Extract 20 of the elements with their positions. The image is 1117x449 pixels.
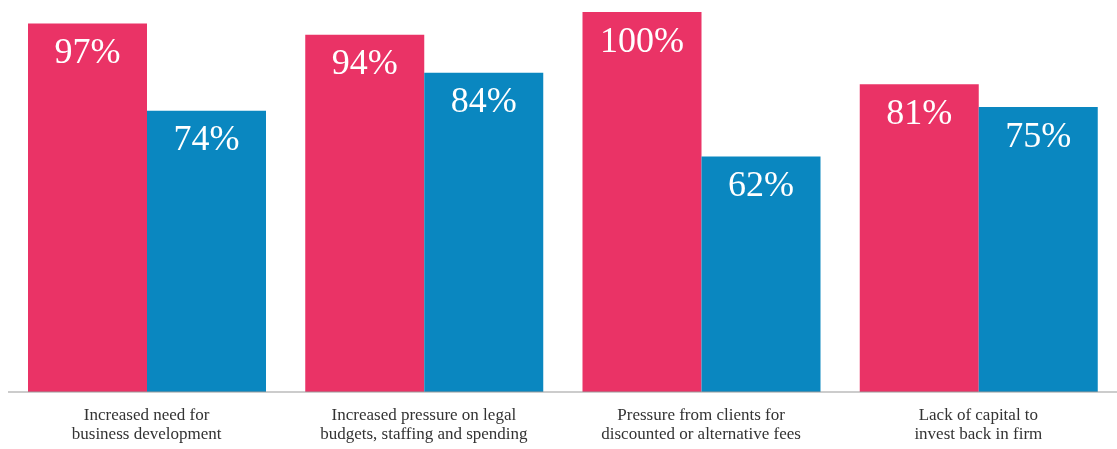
bar — [305, 34, 425, 392]
data-label: 97% — [54, 30, 121, 71]
data-label: 81% — [886, 91, 953, 132]
data-label: 94% — [331, 42, 398, 83]
x-tick-label: Increased need for business development — [71, 405, 222, 443]
data-label: 62% — [728, 163, 794, 204]
bar — [978, 107, 1098, 392]
bar — [424, 72, 544, 392]
data-label: 74% — [173, 118, 240, 159]
x-tick-label: Pressure from clients for discounted or alternative fees — [601, 405, 801, 443]
bar — [701, 156, 821, 392]
bar — [147, 110, 266, 392]
bar — [859, 84, 979, 392]
bar — [582, 12, 702, 392]
bar — [28, 23, 147, 392]
data-label: 100% — [600, 19, 684, 60]
x-tick-label: Lack of capital to invest back in firm — [914, 405, 1043, 443]
data-label: 75% — [1005, 114, 1072, 155]
x-tick-label: Increased pressure on legal budgets, staffing and spending — [320, 405, 529, 443]
data-label: 84% — [450, 80, 517, 121]
